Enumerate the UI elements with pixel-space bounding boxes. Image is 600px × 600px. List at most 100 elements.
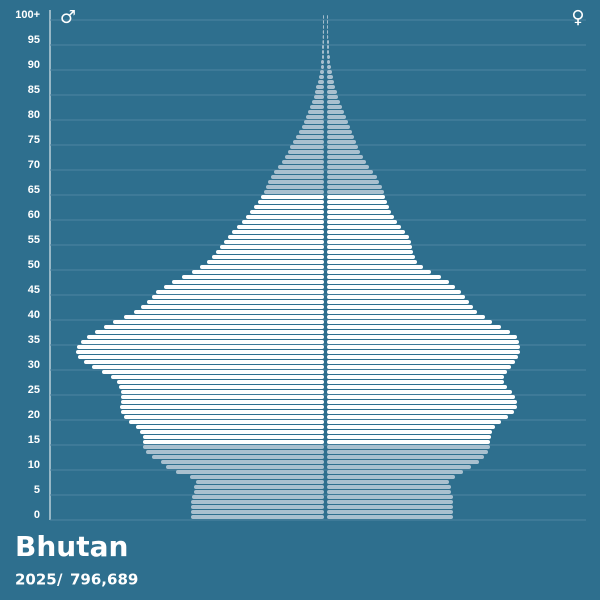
y-tick-label: 90 bbox=[28, 59, 40, 71]
bar bbox=[321, 65, 324, 69]
bar bbox=[194, 490, 324, 494]
bar bbox=[232, 230, 324, 234]
bar bbox=[327, 305, 473, 309]
bar bbox=[124, 315, 324, 319]
bar bbox=[242, 220, 324, 224]
bar bbox=[224, 240, 324, 244]
bar bbox=[327, 465, 471, 469]
bar bbox=[288, 150, 324, 154]
bar bbox=[327, 180, 379, 184]
y-tick-label: 65 bbox=[28, 184, 40, 196]
bar bbox=[172, 280, 324, 284]
bar bbox=[327, 215, 394, 219]
bar bbox=[322, 35, 324, 39]
bar bbox=[327, 495, 453, 499]
bar bbox=[120, 405, 324, 409]
bar bbox=[111, 375, 324, 379]
bar bbox=[320, 70, 324, 74]
bar bbox=[166, 465, 324, 469]
y-tick-label: 45 bbox=[28, 284, 40, 296]
bar bbox=[327, 270, 431, 274]
bar bbox=[315, 90, 324, 94]
bar bbox=[117, 380, 324, 384]
bar bbox=[190, 475, 324, 479]
bar bbox=[327, 200, 387, 204]
bar bbox=[290, 145, 324, 149]
bar bbox=[191, 510, 324, 514]
bar bbox=[237, 225, 324, 229]
bar bbox=[327, 485, 451, 489]
bar bbox=[152, 295, 324, 299]
bar bbox=[285, 155, 324, 159]
bar bbox=[129, 420, 324, 424]
bar bbox=[327, 35, 329, 39]
bar bbox=[327, 115, 346, 119]
bar bbox=[327, 40, 329, 44]
bar bbox=[192, 270, 324, 274]
bar bbox=[220, 245, 324, 249]
bar bbox=[327, 400, 517, 404]
bar bbox=[141, 305, 324, 309]
bar bbox=[327, 475, 455, 479]
bar bbox=[327, 315, 485, 319]
y-tick-label: 20 bbox=[28, 409, 40, 421]
bar bbox=[121, 410, 324, 414]
bar bbox=[113, 320, 324, 324]
bar bbox=[327, 345, 520, 349]
y-tick-label: 60 bbox=[28, 209, 40, 221]
bar bbox=[327, 125, 350, 129]
bar bbox=[327, 275, 441, 279]
bar bbox=[200, 265, 324, 269]
y-tick-label: 70 bbox=[28, 159, 40, 171]
bar bbox=[327, 55, 330, 59]
total: 796,689 bbox=[70, 571, 138, 589]
bar bbox=[77, 345, 324, 349]
bar bbox=[327, 320, 492, 324]
y-tick-label: 40 bbox=[28, 309, 40, 321]
bar bbox=[327, 470, 463, 474]
chart-title: Bhutan bbox=[15, 530, 128, 563]
bar bbox=[327, 385, 507, 389]
bar bbox=[143, 440, 324, 444]
bar bbox=[327, 355, 518, 359]
bar bbox=[322, 55, 324, 59]
bar bbox=[152, 455, 324, 459]
bar bbox=[327, 85, 335, 89]
bar bbox=[327, 195, 385, 199]
bar bbox=[327, 120, 348, 124]
bar bbox=[258, 200, 324, 204]
bar bbox=[327, 70, 332, 74]
bar bbox=[264, 190, 324, 194]
bar bbox=[299, 130, 324, 134]
bar bbox=[78, 355, 324, 359]
bar bbox=[327, 225, 401, 229]
y-tick-label: 95 bbox=[28, 34, 40, 46]
bar bbox=[327, 370, 507, 374]
y-tick-label: 55 bbox=[28, 234, 40, 246]
bar bbox=[161, 460, 324, 464]
bar bbox=[327, 20, 328, 24]
bar bbox=[143, 435, 324, 439]
bar bbox=[327, 500, 453, 504]
bar bbox=[102, 370, 324, 374]
bar bbox=[192, 495, 324, 499]
y-tick-label: 50 bbox=[28, 259, 40, 271]
bar bbox=[254, 205, 324, 209]
bar bbox=[278, 165, 324, 169]
bar bbox=[146, 450, 324, 454]
y-tick-label: 5 bbox=[34, 484, 40, 496]
y-tick-label: 10 bbox=[28, 459, 40, 471]
bar bbox=[327, 365, 511, 369]
bar bbox=[327, 265, 423, 269]
bar bbox=[143, 445, 324, 449]
y-tick-label: 15 bbox=[28, 434, 40, 446]
bar bbox=[327, 450, 488, 454]
bar bbox=[327, 90, 337, 94]
bar bbox=[327, 135, 354, 139]
bar bbox=[327, 410, 514, 414]
bar bbox=[182, 275, 324, 279]
bar bbox=[92, 365, 324, 369]
bar bbox=[327, 435, 491, 439]
bar bbox=[191, 500, 324, 504]
